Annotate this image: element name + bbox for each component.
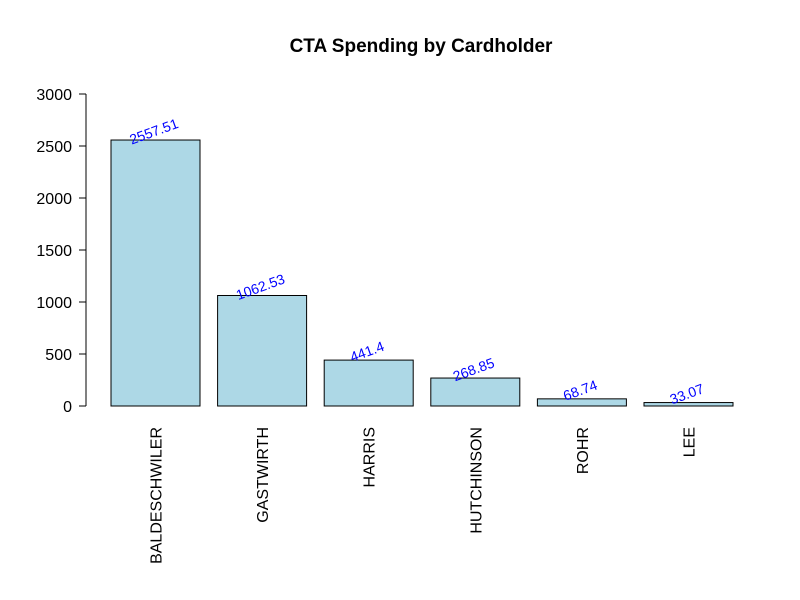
x-axis-labels: BALDESCHWILER GASTWIRTH HARRIS HUTCHINSON RO… xyxy=(149,427,699,564)
bar xyxy=(536,398,627,407)
bar xyxy=(110,139,201,407)
bar xyxy=(430,377,521,407)
y-tick-label: 0 xyxy=(63,399,72,416)
bar xyxy=(323,359,414,407)
category-label: HARRIS xyxy=(362,427,379,487)
category-label: HUTCHINSON xyxy=(468,427,485,534)
bar xyxy=(643,402,734,407)
category-label: ROHR xyxy=(575,427,592,474)
category-label: LEE xyxy=(682,427,699,457)
y-tick-label: 2000 xyxy=(36,191,72,208)
y-tick-label: 1500 xyxy=(36,243,72,260)
chart-title: CTA Spending by Cardholder xyxy=(290,36,553,57)
y-tick-label: 3000 xyxy=(36,87,72,104)
category-label: BALDESCHWILER xyxy=(149,427,166,564)
y-tick-label: 500 xyxy=(45,347,72,364)
bars xyxy=(110,139,734,407)
category-label: GASTWIRTH xyxy=(255,427,272,523)
y-axis: 0 500 1000 1500 2000 2500 3000 xyxy=(36,87,87,416)
y-tick-label: 1000 xyxy=(36,295,72,312)
bar xyxy=(217,294,308,407)
y-tick-label: 2500 xyxy=(36,139,72,156)
